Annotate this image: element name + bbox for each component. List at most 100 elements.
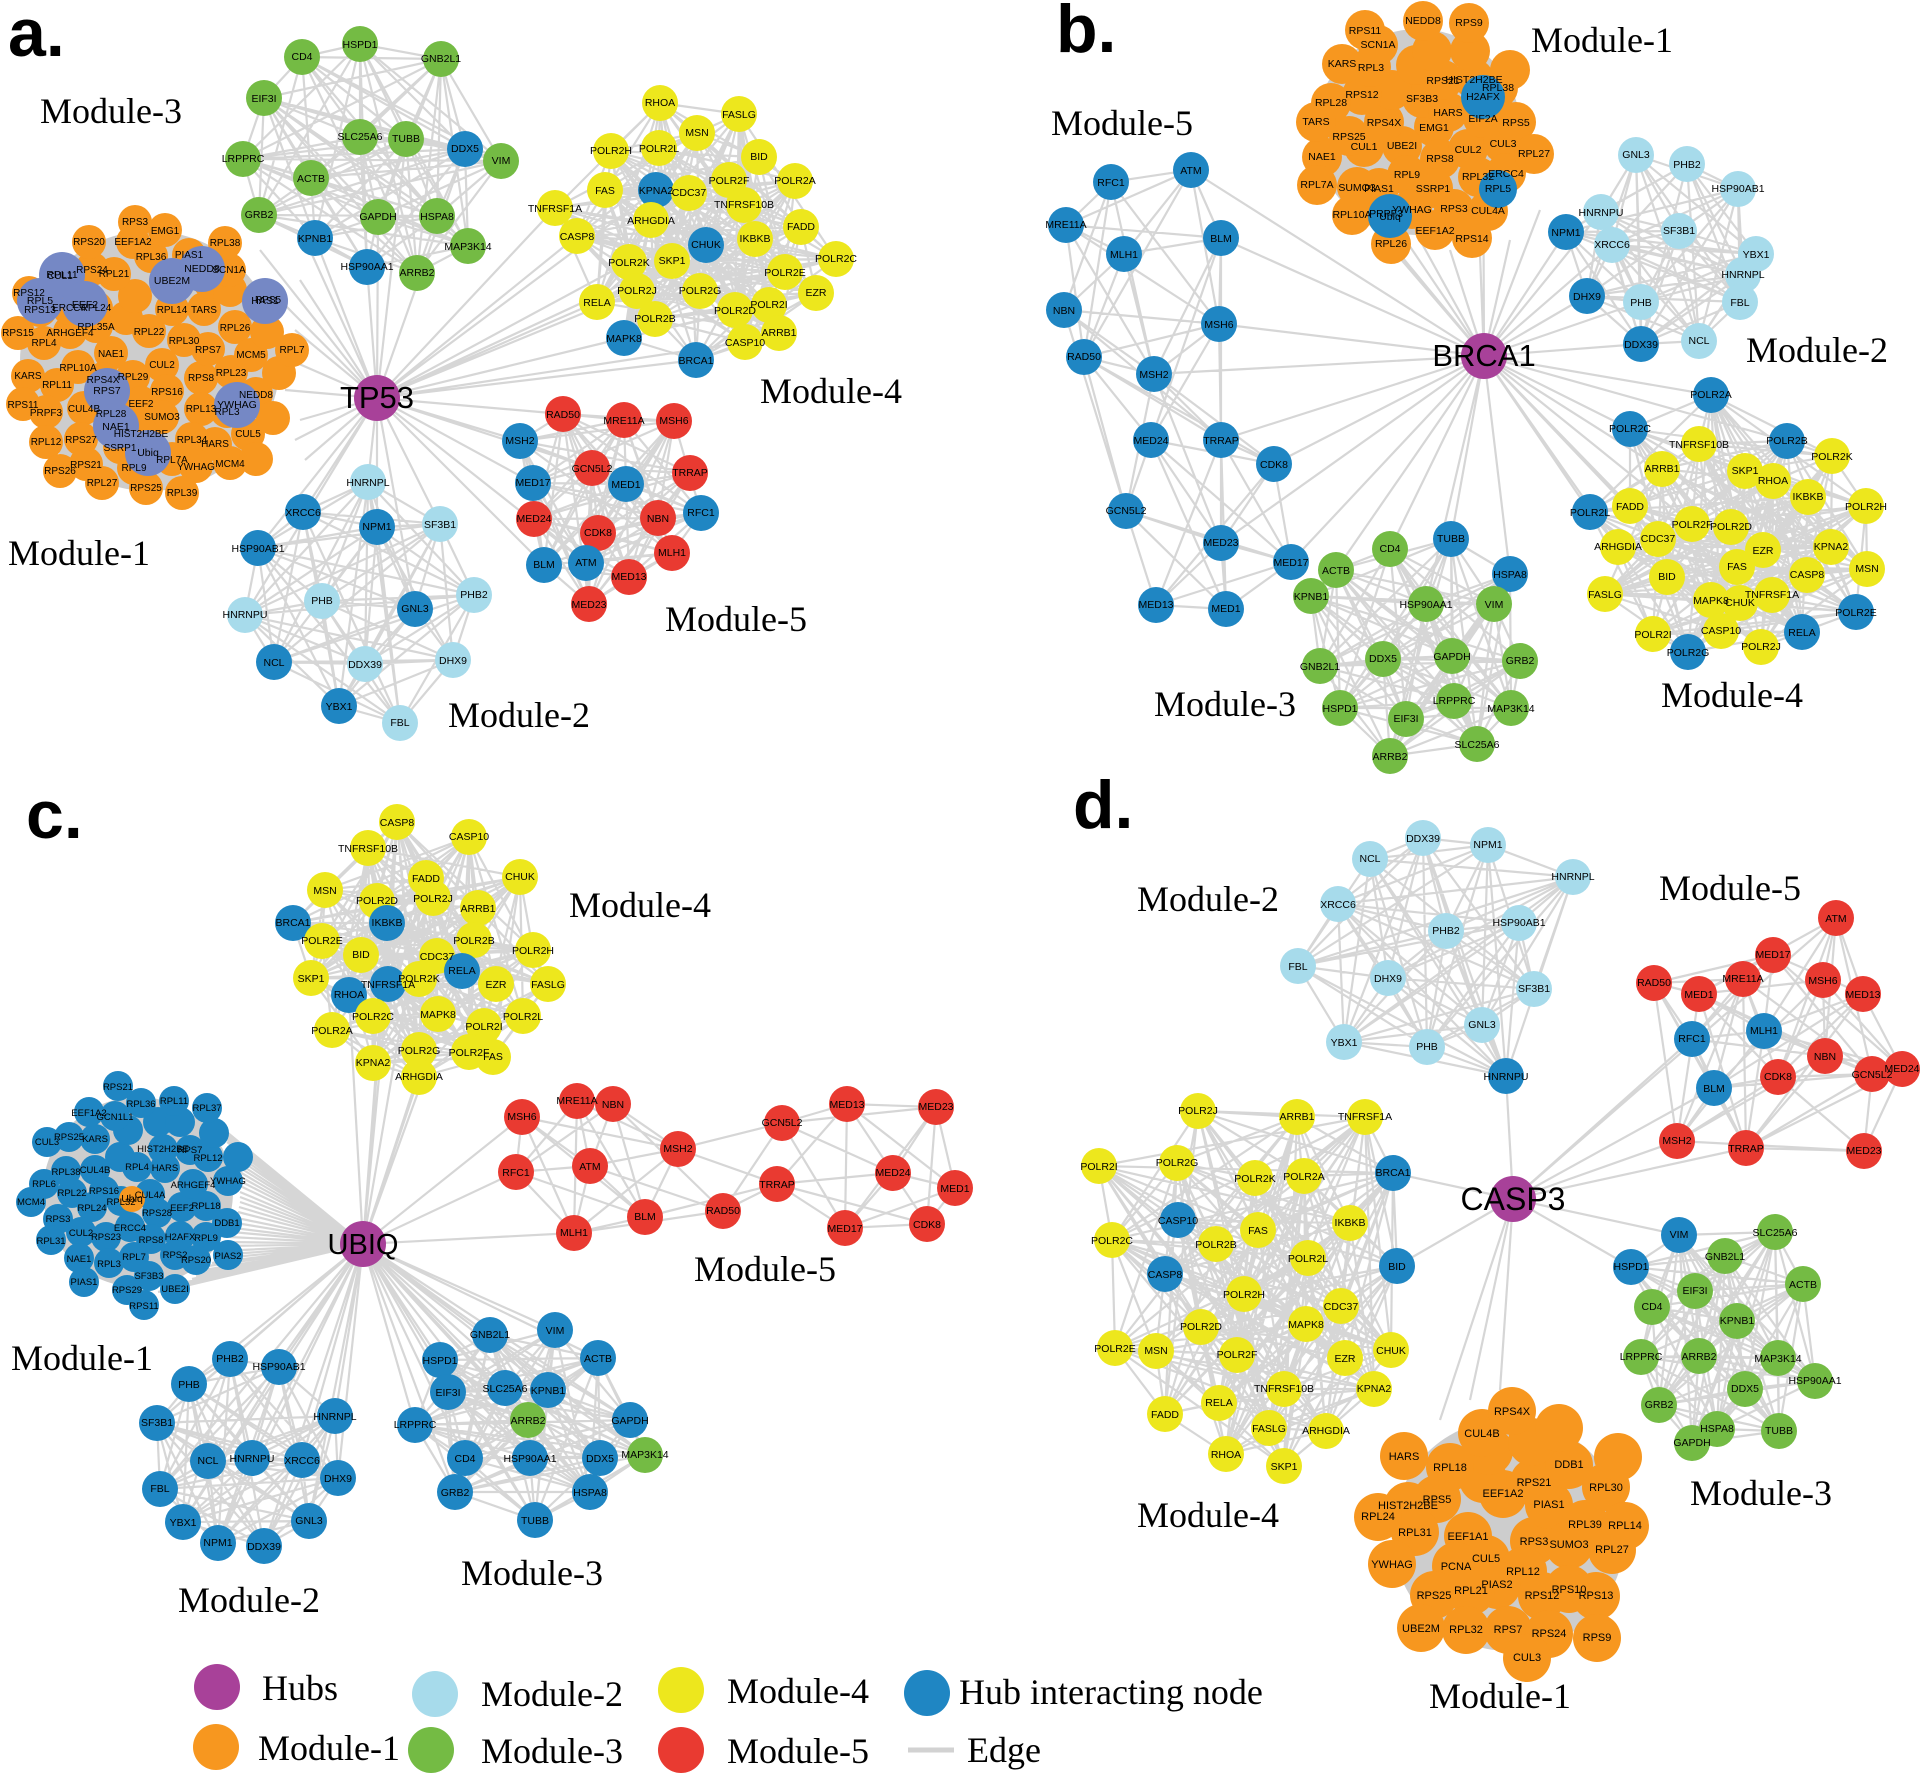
svg-text:RPL26: RPL26 (220, 323, 251, 334)
svg-text:HSP90AA1: HSP90AA1 (340, 261, 393, 273)
svg-text:HNRNPU: HNRNPU (230, 1453, 275, 1465)
svg-text:RPL35A: RPL35A (77, 322, 115, 333)
svg-text:KPNA2: KPNA2 (356, 1057, 391, 1069)
svg-text:SCN1A: SCN1A (212, 265, 246, 276)
svg-text:MLH1: MLH1 (1110, 249, 1138, 261)
svg-text:RPS4X: RPS4X (87, 375, 120, 386)
svg-text:POLR2J: POLR2J (413, 893, 453, 905)
svg-text:RPS3: RPS3 (1440, 203, 1468, 215)
svg-text:RFC1: RFC1 (687, 507, 715, 519)
svg-text:RPL12: RPL12 (193, 1153, 222, 1164)
svg-text:MSH6: MSH6 (1204, 319, 1233, 331)
svg-text:IKBKB: IKBKB (740, 233, 771, 245)
svg-text:PRPF3: PRPF3 (30, 408, 63, 419)
svg-text:CUL2: CUL2 (1455, 144, 1482, 156)
svg-text:CD4: CD4 (454, 1453, 475, 1465)
svg-text:UBE2M: UBE2M (1402, 1623, 1440, 1635)
svg-text:RPS7: RPS7 (93, 385, 121, 397)
svg-text:POLR2B: POLR2B (453, 935, 494, 947)
svg-text:RPS29: RPS29 (112, 1285, 142, 1296)
svg-text:SKP1: SKP1 (659, 255, 686, 267)
svg-text:ATM: ATM (579, 1161, 600, 1173)
svg-text:POLR2D: POLR2D (356, 895, 398, 907)
svg-text:EIF3I: EIF3I (251, 93, 276, 105)
svg-text:ACTB: ACTB (1789, 1279, 1817, 1291)
svg-text:NBN: NBN (1053, 305, 1075, 317)
svg-text:Module-3: Module-3 (461, 1553, 603, 1593)
svg-text:CASP8: CASP8 (560, 231, 595, 243)
svg-text:LRPPRC: LRPPRC (394, 1419, 437, 1431)
svg-text:Module-3: Module-3 (40, 91, 182, 131)
svg-text:MLH1: MLH1 (560, 1227, 588, 1239)
svg-text:PIAS2: PIAS2 (215, 1251, 242, 1262)
svg-text:RPL27: RPL27 (87, 478, 118, 489)
svg-text:PHB2: PHB2 (460, 589, 488, 601)
svg-text:RPL36: RPL36 (126, 1099, 155, 1110)
svg-text:POLR2A: POLR2A (311, 1025, 352, 1037)
svg-text:XRCC6: XRCC6 (285, 507, 321, 519)
svg-text:RPS11: RPS11 (8, 400, 39, 411)
svg-text:RPL7A: RPL7A (156, 455, 188, 466)
svg-text:FBL: FBL (1730, 297, 1749, 309)
svg-text:FASLG: FASLG (1588, 589, 1622, 601)
svg-text:RPL7: RPL7 (279, 345, 304, 356)
svg-text:CDC37: CDC37 (672, 187, 707, 199)
svg-text:SLC25A6: SLC25A6 (1455, 739, 1500, 751)
svg-text:RPL22: RPL22 (134, 327, 165, 338)
svg-text:ARHGDIA: ARHGDIA (1594, 541, 1642, 553)
svg-text:FASLG: FASLG (722, 109, 756, 121)
svg-text:POLR2J: POLR2J (1178, 1105, 1218, 1117)
svg-text:RPL5: RPL5 (27, 295, 53, 307)
svg-text:RPS24: RPS24 (76, 265, 108, 276)
svg-text:Edge: Edge (967, 1730, 1041, 1770)
svg-text:MED17: MED17 (1755, 949, 1790, 961)
svg-text:KPNB1: KPNB1 (531, 1385, 566, 1397)
svg-text:NCL: NCL (197, 1455, 218, 1467)
svg-text:DDX5: DDX5 (1731, 1383, 1759, 1395)
svg-text:GNL3: GNL3 (1622, 149, 1650, 161)
svg-text:RPS9: RPS9 (1583, 1632, 1612, 1644)
svg-text:NBN: NBN (602, 1099, 624, 1111)
svg-text:TUBB: TUBB (1437, 533, 1465, 545)
svg-text:RPL38: RPL38 (51, 1167, 80, 1178)
svg-text:Module-5: Module-5 (1659, 868, 1801, 908)
svg-text:RPL32: RPL32 (1462, 171, 1494, 183)
svg-text:RAD50: RAD50 (706, 1205, 740, 1217)
svg-text:MAPK8: MAPK8 (1693, 595, 1729, 607)
svg-text:RPL39: RPL39 (1568, 1519, 1602, 1531)
svg-text:RPL14: RPL14 (1608, 1520, 1642, 1532)
svg-text:HARS: HARS (152, 1163, 178, 1174)
svg-text:d.: d. (1073, 767, 1133, 843)
svg-text:BLM: BLM (634, 1211, 656, 1223)
svg-text:POLR2E: POLR2E (301, 935, 342, 947)
svg-text:EMG1: EMG1 (1419, 122, 1449, 134)
svg-text:HSP90AA1: HSP90AA1 (1399, 599, 1452, 611)
svg-text:NCL: NCL (1688, 335, 1709, 347)
svg-text:KPNA2: KPNA2 (639, 185, 674, 197)
svg-text:RPS8: RPS8 (139, 1235, 164, 1246)
svg-text:MRE11A: MRE11A (603, 415, 644, 427)
svg-text:BLM: BLM (1703, 1083, 1725, 1095)
svg-text:VIM: VIM (492, 155, 511, 167)
svg-text:CHUK: CHUK (1725, 597, 1755, 609)
svg-text:HIST2H2BE: HIST2H2BE (1445, 74, 1502, 86)
svg-text:SLC25A6: SLC25A6 (338, 131, 383, 143)
svg-text:MED1: MED1 (940, 1183, 969, 1195)
svg-text:NAE1: NAE1 (102, 421, 130, 433)
svg-text:MED1: MED1 (1684, 989, 1713, 1001)
svg-text:SF3B1: SF3B1 (1663, 225, 1695, 237)
svg-text:RPS3: RPS3 (122, 217, 149, 228)
svg-text:POLR2G: POLR2G (1156, 1157, 1199, 1169)
svg-text:Module-2: Module-2 (1137, 879, 1279, 919)
svg-text:EZR: EZR (1335, 1353, 1356, 1365)
svg-text:GCN5L2: GCN5L2 (1852, 1069, 1893, 1081)
svg-text:KPNA2: KPNA2 (1814, 541, 1849, 553)
svg-text:Module-5: Module-5 (1051, 103, 1193, 143)
svg-text:POLR2I: POLR2I (465, 1021, 502, 1033)
svg-text:MSH6: MSH6 (507, 1111, 536, 1123)
svg-text:MED23: MED23 (1846, 1145, 1881, 1157)
svg-text:ATM: ATM (1180, 165, 1201, 177)
svg-text:SF3B3: SF3B3 (134, 1271, 163, 1282)
svg-text:TUBB: TUBB (392, 133, 420, 145)
svg-text:CUL1: CUL1 (47, 271, 73, 282)
